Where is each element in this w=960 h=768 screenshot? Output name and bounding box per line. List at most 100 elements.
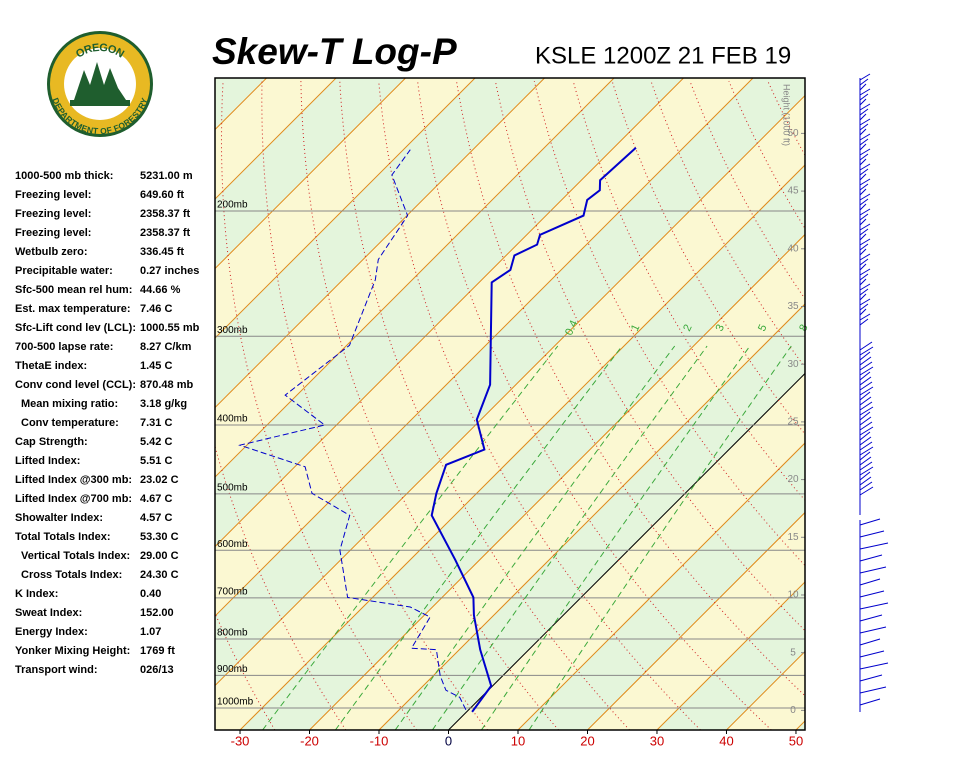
isotherm <box>215 78 754 617</box>
x-tick-label: -20 <box>300 733 319 748</box>
stat-label: Sfc-Lift cond lev (LCL): <box>15 322 136 334</box>
dry-adiabat <box>533 80 805 567</box>
stat-label: Showalter Index: <box>15 512 103 524</box>
stat-value: 5.51 C <box>140 455 172 467</box>
isotherm <box>378 303 805 730</box>
stat-value: 23.02 C <box>140 474 179 486</box>
mixing-ratio-line <box>431 345 708 730</box>
stat-label: K Index: <box>15 588 58 600</box>
stat-value: 026/13 <box>140 664 174 676</box>
stat-value: 1.07 <box>140 626 161 638</box>
stat-label: ThetaE index: <box>15 360 87 372</box>
stat-label: Energy Index: <box>15 626 88 638</box>
temperature-line <box>430 147 637 713</box>
stat-value: 24.30 C <box>140 569 179 581</box>
stat-label: Freezing level: <box>15 189 91 201</box>
band <box>795 720 805 730</box>
isotherm <box>517 442 805 730</box>
band <box>215 95 805 730</box>
isotherm <box>309 233 805 730</box>
x-tick-label: 50 <box>789 733 803 748</box>
stat-value: 649.60 ft <box>140 189 184 201</box>
y2-tick-label: 20 <box>787 474 799 485</box>
dry-adiabat <box>885 81 960 730</box>
stat-value: 336.45 ft <box>140 246 184 258</box>
stat-label: Sweat Index: <box>15 607 82 619</box>
y2-tick-label: 10 <box>787 590 799 601</box>
stat-value: 0.40 <box>140 588 161 600</box>
mixing-ratio-line <box>394 345 676 730</box>
y2-tick-label: 30 <box>787 359 799 370</box>
stat-value: 3.18 g/kg <box>140 398 187 410</box>
mixing-ratio-line <box>528 345 792 730</box>
plot-overlay: 1000mb 900mb 800mb 700mb 600mb 500mb 400mb 300m… <box>217 84 811 748</box>
stat-value: 8.27 C/km <box>140 341 192 353</box>
stat-label: Lifted Index @700 mb: <box>15 493 132 505</box>
stat-value: 2358.37 ft <box>140 227 190 239</box>
x-tick-label: 0 <box>445 733 452 748</box>
x-tick-label: 10 <box>511 733 525 748</box>
stat-value: 5231.00 m <box>140 170 193 182</box>
y2-tick-label: 15 <box>787 532 799 543</box>
y2-tick-label: 5 <box>790 647 796 658</box>
logo-top: OREGON <box>74 42 126 61</box>
stat-value: 1000.55 mb <box>140 322 200 334</box>
stat-value: 870.48 mb <box>140 379 193 391</box>
stat-value: 0.27 inches <box>140 265 199 277</box>
isotherm <box>795 720 805 730</box>
y2-tick-label: 45 <box>787 186 799 197</box>
stat-value: 44.66 % <box>140 284 181 296</box>
mixing-ratio-label: 8 <box>797 323 810 334</box>
dry-adiabat <box>417 81 772 730</box>
stat-value: 29.00 C <box>140 550 179 562</box>
y2-tick-label: 0 <box>790 705 796 716</box>
dry-adiabat <box>261 81 488 730</box>
stat-label: Transport wind: <box>15 664 98 676</box>
stat-value: 7.31 C <box>140 417 172 429</box>
stat-label: Vertical Totals Index: <box>21 550 130 562</box>
x-tick-label: 40 <box>719 733 733 748</box>
isotherm <box>215 78 406 270</box>
stat-value: 1.45 C <box>140 360 172 372</box>
stat-label: 1000-500 mb thick: <box>15 170 113 182</box>
stat-label: Mean mixing ratio: <box>21 398 118 410</box>
stat-value: 53.30 C <box>140 531 179 543</box>
y-tick-label: 1000mb <box>217 697 254 708</box>
y-tick-label: 500mb <box>217 483 248 494</box>
y-tick-label: 300mb <box>217 325 248 336</box>
dry-adiabat <box>923 81 960 730</box>
stat-label: Cap Strength: <box>15 436 88 448</box>
stat-label: Freezing level: <box>15 208 91 220</box>
mixing-ratio-label: 1 <box>629 323 642 334</box>
isotherm <box>215 78 615 478</box>
stat-value: 4.67 C <box>140 493 172 505</box>
y-tick-label: 700mb <box>217 586 248 597</box>
isotherm <box>239 164 805 730</box>
isotherm <box>215 78 545 409</box>
y-tick-label: 800mb <box>217 628 248 639</box>
y2-tick-label: 50 <box>787 128 799 139</box>
wind-barbs <box>859 73 889 712</box>
chart-subtitle: KSLE 1200Z 21 FEB 19 <box>535 42 791 69</box>
isotherm <box>448 372 805 730</box>
mixing-ratio-line <box>480 345 751 730</box>
dry-adiabat <box>339 81 630 730</box>
dry-adiabat <box>728 80 805 230</box>
y-tick-label: 900mb <box>217 664 248 675</box>
stat-label: 700-500 lapse rate: <box>15 341 113 353</box>
stat-label: Yonker Mixing Height: <box>15 645 130 657</box>
stat-label: Freezing level: <box>15 227 91 239</box>
stat-label: Conv cond level (CCL): <box>15 379 136 391</box>
mixing-ratio-label: 3 <box>714 323 727 334</box>
isotherm <box>215 78 337 200</box>
y2-tick-label: 35 <box>787 301 799 312</box>
mixing-ratio-label: 2 <box>681 323 694 334</box>
stat-label: Cross Totals Index: <box>21 569 122 581</box>
stat-value: 1769 ft <box>140 645 175 657</box>
y2-tick-label: 40 <box>787 243 799 254</box>
y2-tick-label: 25 <box>787 417 799 428</box>
x-tick-label: 20 <box>580 733 594 748</box>
stats-panel: 1000-500 mb thick: 5231.00 m Freezing leve… <box>15 170 200 676</box>
isotherm <box>587 511 805 730</box>
